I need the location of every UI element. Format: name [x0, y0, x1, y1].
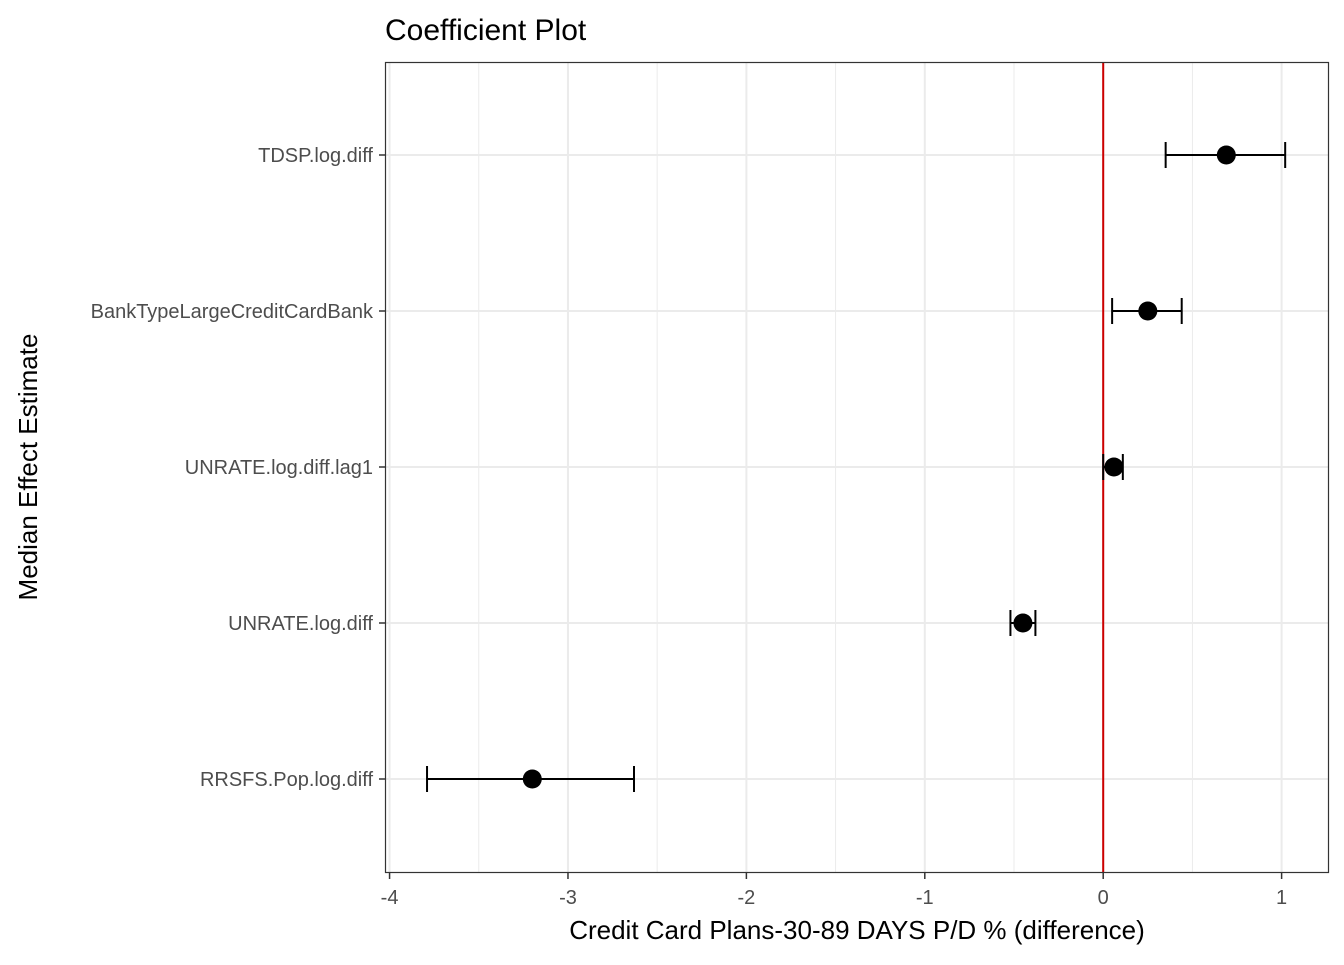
- x-tick-label: -4: [381, 887, 399, 909]
- estimate-point: [1216, 145, 1236, 165]
- x-tick-label: -1: [916, 887, 934, 909]
- y-axis-ticks: TDSP.log.diff BankTypeLargeCreditCardBank…: [91, 145, 386, 791]
- y-tick-label: TDSP.log.diff: [258, 145, 373, 167]
- x-tick-label: 0: [1098, 887, 1109, 909]
- estimate-point: [1138, 301, 1158, 321]
- chart-title: Coefficient Plot: [385, 14, 587, 47]
- y-tick-label: RRSFS.Pop.log.diff: [200, 769, 373, 791]
- y-axis-title: Median Effect Estimate: [13, 334, 43, 601]
- estimate-point: [1013, 613, 1033, 633]
- grid-layer: [386, 63, 1328, 872]
- x-tick-label: -2: [737, 887, 755, 909]
- x-axis-title: Credit Card Plans-30-89 DAYS P/D % (diff…: [569, 915, 1145, 945]
- estimate-point: [1104, 457, 1124, 477]
- x-axis-ticks: -4 -3 -2 -1 0 1: [381, 872, 1287, 909]
- y-tick-label: BankTypeLargeCreditCardBank: [91, 301, 374, 323]
- x-tick-label: -3: [559, 887, 577, 909]
- y-tick-label: UNRATE.log.diff: [228, 613, 373, 635]
- point-layer: [522, 145, 1236, 789]
- x-tick-label: 1: [1276, 887, 1287, 909]
- y-tick-label: UNRATE.log.diff.lag1: [185, 457, 373, 479]
- estimate-point: [522, 769, 542, 789]
